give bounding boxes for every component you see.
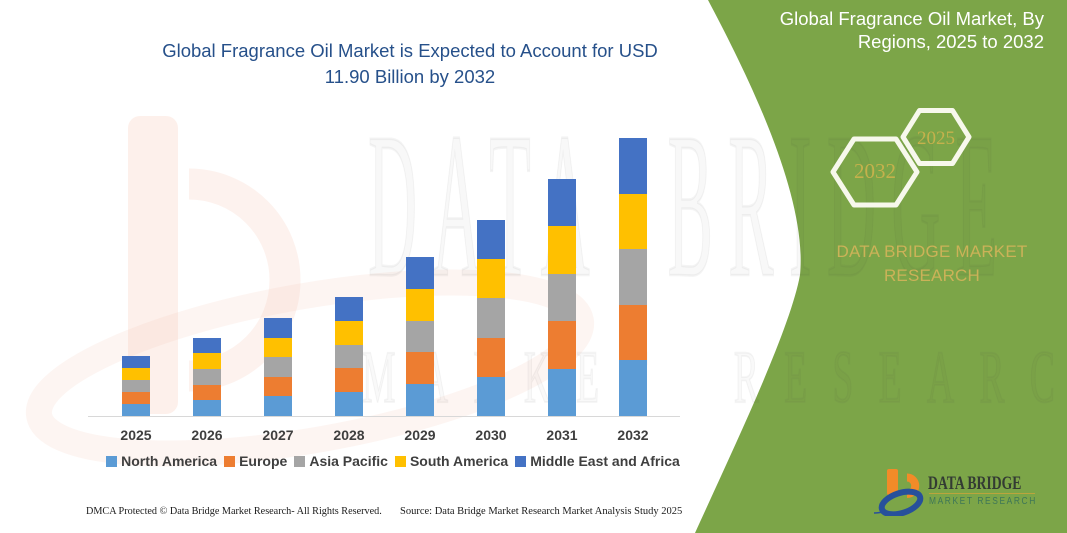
legend-label: Europe	[239, 453, 288, 469]
legend-swatch	[106, 455, 118, 467]
legend-label: South America	[409, 453, 509, 469]
x-axis-label-2028: 2028	[333, 427, 365, 443]
panel-heading-line2: Regions, 2025 to 2032	[857, 31, 1044, 52]
panel-heading-line1: Global Fragrance Oil Market, By	[779, 8, 1044, 29]
bar-segment-2032-north-america	[619, 360, 647, 416]
legend-label: Asia Pacific	[309, 453, 388, 469]
bar-segment-2026-south-america	[193, 353, 221, 369]
x-axis-label-2029: 2029	[404, 427, 436, 443]
legend-label: North America	[121, 453, 218, 469]
bar-segment-2032-europe	[619, 305, 647, 360]
bar-segment-2025-middle-east-and-africa	[122, 356, 150, 368]
legend-label: Middle East and Africa	[530, 453, 680, 469]
hexagon-2032	[830, 136, 920, 208]
legend-swatch	[515, 455, 527, 467]
x-axis-label-2030: 2030	[475, 427, 507, 443]
bar-segment-2028-asia-pacific	[335, 345, 363, 368]
bar-segment-2026-middle-east-and-africa	[193, 338, 221, 353]
company-logo-name: DATA BRIDGE	[928, 473, 1022, 494]
bar-segment-2027-asia-pacific	[264, 357, 292, 377]
bar-segment-2032-south-america	[619, 194, 647, 249]
company-logo: DATA BRIDGE MARKET RESEARCH	[874, 464, 1044, 516]
legend-item-middle-east-and-africa: Middle East and Africa	[515, 453, 680, 469]
hexagon-2032-label: 2032	[854, 159, 896, 183]
bar-segment-2030-north-america	[477, 377, 505, 416]
hexagon-2025-label: 2025	[917, 128, 955, 149]
legend-item-south-america: South America	[394, 453, 509, 469]
x-axis-label-2031: 2031	[546, 427, 578, 443]
bar-segment-2027-south-america	[264, 338, 292, 357]
chart-title: Global Fragrance Oil Market is Expected …	[90, 38, 730, 90]
x-axis-label-2032: 2032	[617, 427, 649, 443]
bar-segment-2031-south-america	[548, 226, 576, 274]
green-panel-shape	[695, 0, 1067, 533]
bar-segment-2030-middle-east-and-africa	[477, 220, 505, 259]
bar-segment-2025-asia-pacific	[122, 380, 150, 392]
brand-wordmark-line2: RESEARCH	[883, 265, 981, 285]
x-axis-label-2026: 2026	[191, 427, 223, 443]
bar-segment-2025-north-america	[122, 404, 150, 416]
bar-segment-2032-asia-pacific	[619, 249, 647, 305]
bar-segment-2025-south-america	[122, 368, 150, 380]
legend-item-north-america: North America	[106, 453, 217, 469]
bar-segment-2030-europe	[477, 338, 505, 377]
chart-title-line2: 11.90 Billion by 2032	[324, 66, 496, 87]
company-logo-rule	[929, 493, 1035, 494]
pink-logo-watermark	[25, 116, 595, 467]
bar-segment-2026-north-america	[193, 400, 221, 416]
legend-swatch	[294, 455, 306, 467]
bar-segment-2025-europe	[122, 392, 150, 404]
bar-segment-2032-middle-east-and-africa	[619, 138, 647, 194]
x-axis-line	[88, 416, 680, 417]
bar-segment-2027-europe	[264, 377, 292, 396]
x-axis-label-2027: 2027	[262, 427, 294, 443]
legend-item-europe: Europe	[224, 453, 287, 469]
company-logo-icon	[874, 469, 924, 516]
brand-wordmark: DATA BRIDGE MARKET RESEARCH	[817, 240, 1047, 287]
bar-segment-2031-asia-pacific	[548, 274, 576, 321]
bar-segment-2027-north-america	[264, 396, 292, 416]
legend-swatch	[224, 455, 236, 467]
bar-segment-2031-europe	[548, 321, 576, 369]
bar-segment-2027-middle-east-and-africa	[264, 318, 292, 338]
footer-source: Source: Data Bridge Market Research Mark…	[400, 506, 683, 517]
bar-segment-2029-north-america	[406, 384, 434, 416]
bar-segment-2031-north-america	[548, 369, 576, 416]
bar-segment-2028-europe	[335, 368, 363, 392]
hexagon-2025	[900, 108, 972, 166]
x-axis-label-2025: 2025	[120, 427, 152, 443]
chart-legend: North America Europe Asia Pacific South Ame…	[88, 453, 698, 469]
bar-segment-2028-north-america	[335, 392, 363, 416]
bar-segment-2026-europe	[193, 385, 221, 400]
bar-segment-2030-asia-pacific	[477, 298, 505, 338]
company-logo-subtext: MARKET RESEARCH	[929, 495, 1037, 507]
hexagon-badges: 2032 2025	[830, 108, 972, 208]
bar-segment-2028-south-america	[335, 321, 363, 345]
bar-segment-2029-asia-pacific	[406, 321, 434, 352]
legend-item-asia-pacific: Asia Pacific	[294, 453, 388, 469]
bar-segment-2028-middle-east-and-africa	[335, 297, 363, 321]
bar-segment-2026-asia-pacific	[193, 369, 221, 385]
bar-segment-2029-europe	[406, 352, 434, 384]
bar-segment-2030-south-america	[477, 259, 505, 298]
brand-wordmark-line1: DATA BRIDGE MARKET	[836, 242, 1028, 261]
bar-segment-2029-south-america	[406, 289, 434, 321]
bar-segment-2029-middle-east-and-africa	[406, 257, 434, 289]
bar-segment-2031-middle-east-and-africa	[548, 179, 576, 226]
chart-title-line1: Global Fragrance Oil Market is Expected …	[162, 40, 658, 61]
footer-dmca: DMCA Protected © Data Bridge Market Rese…	[86, 506, 382, 517]
panel-heading: Global Fragrance Oil Market, By Regions,…	[714, 7, 1044, 53]
legend-swatch	[394, 455, 406, 467]
